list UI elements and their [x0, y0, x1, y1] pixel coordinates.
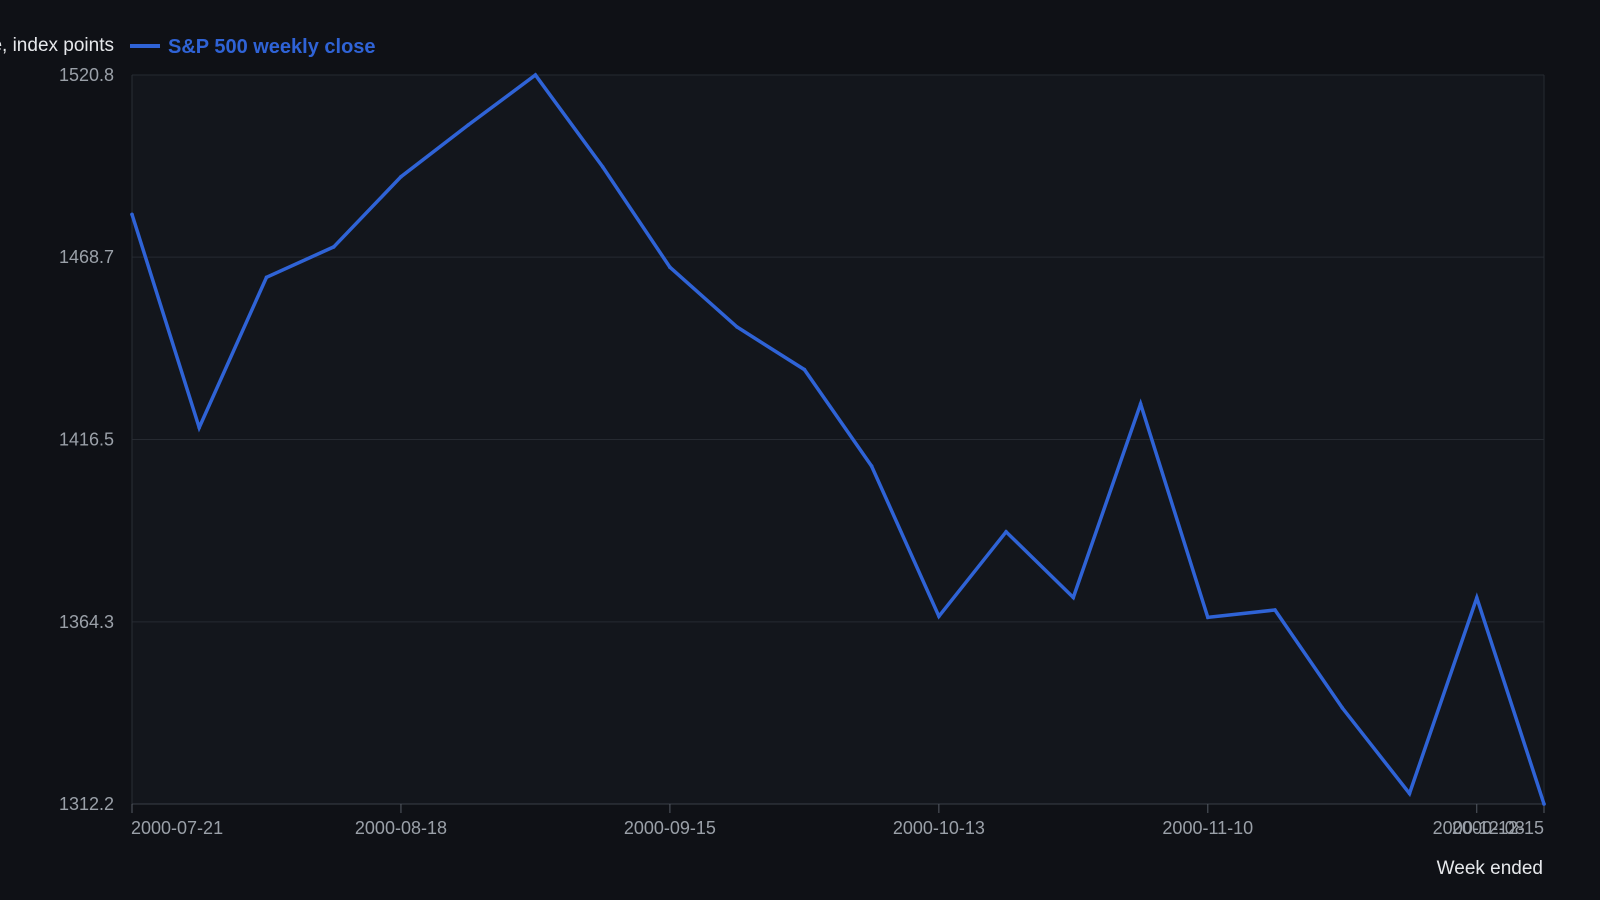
data-point	[735, 325, 739, 329]
x-tick-label: 2000-08-18	[355, 818, 447, 838]
y-axis-title: Close, index points	[0, 35, 114, 56]
data-point	[264, 275, 269, 280]
data-point	[1542, 802, 1546, 806]
y-tick-label: 1312.2	[59, 794, 114, 814]
data-point	[600, 165, 605, 169]
data-point	[197, 425, 201, 430]
series-line	[130, 72, 1546, 806]
data-point	[1273, 608, 1277, 612]
data-point	[1071, 595, 1076, 600]
x-tick-label: 2000-12-15	[1452, 818, 1544, 838]
data-point	[802, 367, 807, 372]
x-axis: 2000-07-21 2000-08-18 2000-09-15 2000-10-13…	[131, 804, 1545, 838]
data-point	[130, 212, 134, 217]
data-point	[533, 73, 538, 77]
x-axis-title: Week ended	[1437, 858, 1543, 879]
data-point	[1004, 530, 1008, 534]
y-tick-label: 1416.5	[59, 430, 114, 450]
series-layer	[130, 72, 1546, 806]
data-point	[1340, 706, 1345, 710]
grid	[131, 74, 1545, 805]
y-tick-label: 1468.7	[59, 247, 114, 267]
data-point	[1475, 596, 1479, 600]
data-point	[1407, 791, 1412, 796]
data-point	[1206, 615, 1210, 620]
data-point	[668, 265, 672, 270]
x-tick-label: 2000-12-08	[1433, 818, 1525, 838]
x-tick-label: 2000-09-15	[624, 818, 716, 838]
legend: S&P 500 weekly close	[130, 36, 376, 58]
x-tick-label: 2000-11-10	[1162, 818, 1253, 838]
x-tick-label: 2000-10-13	[893, 818, 985, 838]
data-point	[869, 464, 874, 468]
data-point	[937, 614, 941, 619]
data-point	[466, 123, 471, 127]
legend-label: S&P 500 weekly close	[168, 36, 376, 58]
y-tick-label: 1364.3	[59, 612, 114, 632]
y-axis: 1312.2 1364.3 1416.5 1468.7 1520.8	[59, 65, 114, 814]
data-point	[1138, 402, 1143, 406]
data-point	[399, 174, 403, 179]
x-tick-label: 2000-07-21	[131, 818, 223, 838]
data-point	[331, 245, 336, 249]
y-tick-label: 1520.8	[59, 65, 114, 85]
